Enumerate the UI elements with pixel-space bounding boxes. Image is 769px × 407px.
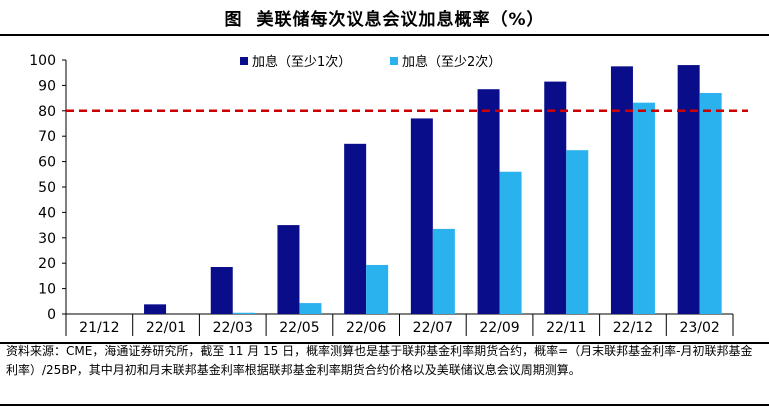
- y-tick-label: 70: [38, 129, 56, 145]
- bar-series2-22-09: [499, 171, 522, 314]
- legend-label-series1: 加息（至少1次）: [252, 54, 351, 70]
- bar-series2-22-07: [432, 228, 455, 314]
- x-tick-label: 22/12: [613, 320, 653, 336]
- y-tick-label: 60: [38, 155, 56, 171]
- y-tick-label: 100: [29, 53, 56, 69]
- legend-swatch-series1: [240, 57, 248, 65]
- source-note: 资料来源：CME，海通证券研究所，截至 11 月 15 日，概率测算也是基于联邦…: [6, 344, 753, 377]
- bar-series1-22-03: [210, 267, 233, 314]
- bar-series2-22-05: [299, 303, 322, 314]
- y-tick-label: 10: [38, 282, 56, 298]
- bar-series1-22-06: [344, 143, 367, 314]
- y-tick-label: 90: [38, 78, 56, 94]
- bar-series2-22-03: [232, 312, 255, 314]
- chart-title: 美联储每次议息会议加息概率（%）: [256, 9, 545, 30]
- legend-swatch-series2: [390, 57, 398, 65]
- bar-series1-22-11: [544, 81, 567, 314]
- x-tick-label: 23/02: [679, 320, 719, 336]
- x-tick-label: 22/07: [413, 320, 453, 336]
- x-tick-label: 22/09: [479, 320, 519, 336]
- x-tick-label: 22/03: [213, 320, 253, 336]
- legend-label-series2: 加息（至少2次）: [402, 54, 501, 70]
- bar-series2-22-11: [566, 150, 589, 314]
- bar-series1-22-05: [277, 225, 300, 314]
- y-tick-label: 30: [38, 231, 56, 247]
- bar-series2-23-02: [699, 93, 722, 314]
- title-underline: [0, 34, 769, 36]
- y-tick-label: 50: [38, 180, 56, 196]
- bar-series1-22-09: [477, 89, 500, 315]
- y-tick-label: 40: [38, 205, 56, 221]
- y-tick-label: 20: [38, 256, 56, 272]
- figure-label: 图: [224, 9, 243, 30]
- bar-series1-22-12: [610, 66, 633, 314]
- bar-chart: 0 10 20 30 40 50 60 70 80 90 100 21/12 22/01 22/03 22/…: [29, 53, 748, 336]
- y-tick-label: 0: [47, 307, 56, 323]
- x-tick-label: 22/05: [279, 320, 319, 336]
- source-bottom-rule: [0, 404, 769, 406]
- chart-title-bar: 图 美联储每次议息会议加息概率（%）: [0, 0, 769, 34]
- bar-series1-23-02: [677, 65, 700, 314]
- x-tick-label: 21/12: [79, 320, 119, 336]
- bar-series1-22-01: [144, 304, 167, 314]
- bar-series2-22-12: [632, 102, 655, 314]
- x-tick-label: 22/01: [146, 320, 186, 336]
- x-tick-label: 22/11: [546, 320, 586, 336]
- bar-series2-22-06: [366, 264, 389, 314]
- y-tick-label: 80: [38, 104, 56, 120]
- source-top-rule: [0, 342, 769, 344]
- x-tick-label: 22/06: [346, 320, 386, 336]
- bar-series1-22-07: [410, 118, 433, 314]
